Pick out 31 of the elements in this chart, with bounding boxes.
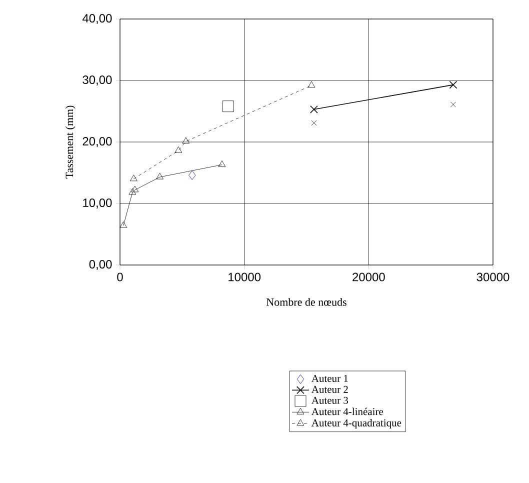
legend-label: Auteur 2 (312, 386, 348, 393)
legend-label: Auteur 4-linéaire (312, 408, 384, 416)
x-tick-label: 0 (117, 272, 123, 282)
point (130, 174, 138, 182)
legend-label: Auteur 3 (312, 396, 348, 404)
y-tick-label: 10,00 (83, 198, 112, 208)
y-tick-label: 30,00 (82, 76, 112, 86)
legend-label: Auteur 1 (312, 374, 348, 382)
y-tick-label: 20,00 (82, 137, 112, 147)
point (311, 120, 317, 126)
point (174, 146, 182, 153)
point (156, 172, 164, 180)
point (310, 105, 318, 114)
point (128, 188, 136, 195)
x-tick-label: 30000 (476, 272, 510, 282)
point (182, 137, 190, 144)
point (222, 100, 234, 112)
y-tick-label: 40,00 (82, 14, 112, 24)
point (188, 170, 196, 180)
x-tick-label: 10000 (228, 272, 261, 282)
x-tick-label: 20000 (352, 272, 385, 282)
y-tick-label: 0,00 (89, 260, 112, 270)
point (131, 186, 139, 192)
x-axis-title: Nombre de nœuds (266, 298, 346, 306)
y-axis-title: Tassement (mm) (65, 106, 76, 179)
legend-label: Auteur 4-quadratique (312, 419, 402, 429)
point (120, 221, 128, 228)
point (308, 81, 316, 88)
point (218, 160, 226, 167)
point (449, 80, 458, 89)
point (450, 102, 456, 108)
